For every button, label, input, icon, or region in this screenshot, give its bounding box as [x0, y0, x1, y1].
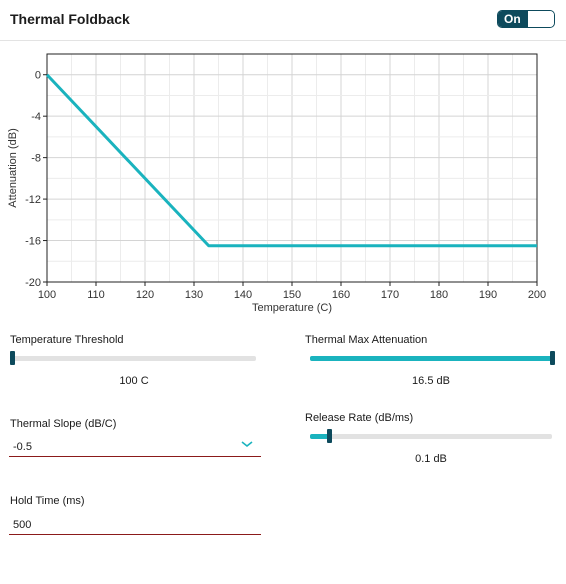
chevron-down-icon[interactable] [241, 440, 253, 448]
hold-time-value: 500 [13, 519, 32, 531]
max-attenuation-label: Thermal Max Attenuation [305, 334, 428, 346]
y-tick-label: -4 [31, 111, 41, 123]
attenuation-chart: 100 110 120 130 140 150 160 170 180 190 200 0 -4 -8 -1… [7, 53, 546, 314]
panel-title: Thermal Foldback [10, 11, 130, 27]
release-rate-label: Release Rate (dB/ms) [305, 412, 414, 424]
thermal-slope-label: Thermal Slope (dB/C) [10, 418, 117, 430]
x-tick-label: 170 [381, 289, 399, 301]
x-tick-label: 200 [528, 289, 546, 301]
temp-threshold-slider[interactable] [10, 351, 256, 365]
hold-time-label: Hold Time (ms) [10, 495, 85, 507]
x-tick-label: 130 [185, 289, 203, 301]
x-tick-label: 180 [430, 289, 448, 301]
y-tick-label: -20 [25, 277, 41, 289]
max-attenuation-fill [310, 356, 552, 361]
attenuation-series-line [45, 73, 537, 248]
max-attenuation-value: 16.5 dB [412, 375, 450, 387]
x-axis-label: Temperature (C) [252, 302, 332, 314]
x-tick-label: 110 [87, 289, 105, 301]
toggle-on-label: On [498, 11, 528, 27]
x-tick-label: 190 [479, 289, 497, 301]
x-tick-label: 150 [283, 289, 301, 301]
release-rate-slider[interactable] [310, 429, 552, 443]
panel-header: Thermal Foldback On [0, 0, 566, 41]
release-rate-thumb[interactable] [327, 429, 333, 443]
y-tick-label: -12 [25, 194, 41, 206]
release-rate-value: 0.1 dB [415, 453, 447, 465]
max-attenuation-thumb[interactable] [550, 351, 555, 365]
y-tick-label: 0 [35, 70, 41, 82]
temp-threshold-thumb[interactable] [10, 351, 15, 365]
y-tick-label: -16 [25, 236, 41, 248]
x-tick-label: 140 [234, 289, 252, 301]
x-tick-label: 160 [332, 289, 350, 301]
temp-threshold-label: Temperature Threshold [10, 334, 124, 346]
x-tick-label: 100 [38, 289, 56, 301]
y-tick-label: -8 [31, 153, 41, 165]
y-axis-label: Attenuation (dB) [7, 128, 19, 208]
hold-time-input[interactable]: 500 [9, 515, 261, 535]
thermal-slope-select[interactable]: -0.5 [9, 437, 261, 457]
release-rate-fill [310, 434, 330, 439]
toggle-knob [528, 11, 554, 27]
x-tick-label: 120 [136, 289, 154, 301]
temp-threshold-value: 100 C [119, 375, 149, 387]
max-attenuation-slider[interactable] [310, 351, 555, 365]
enable-toggle[interactable]: On [497, 10, 555, 28]
thermal-slope-value: -0.5 [13, 441, 32, 453]
